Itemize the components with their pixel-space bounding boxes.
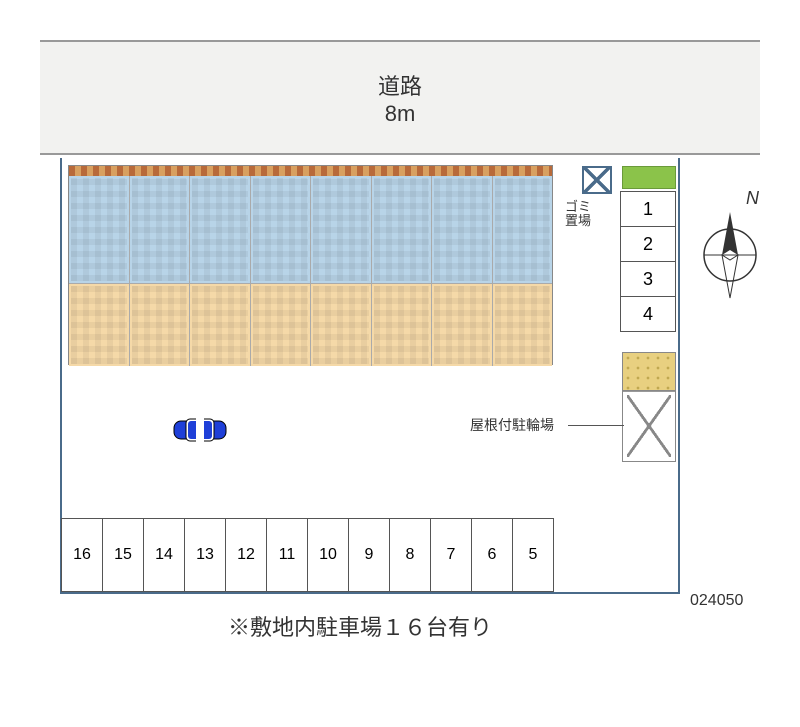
unit-lower xyxy=(251,284,311,366)
unit-lower xyxy=(130,284,190,366)
bike-area xyxy=(623,391,675,461)
parking-slot: 11 xyxy=(266,518,308,592)
vertical-parking: 1234 xyxy=(620,192,676,332)
parking-slot: 9 xyxy=(348,518,390,592)
bike-leader-line xyxy=(568,425,624,426)
unit-upper xyxy=(69,176,129,284)
bike-roof xyxy=(623,353,675,391)
unit-lower xyxy=(69,284,129,366)
unit-lower xyxy=(190,284,250,366)
parking-slot: 8 xyxy=(389,518,431,592)
unit-upper xyxy=(432,176,492,284)
garbage-label: ゴミ 置場 xyxy=(558,200,598,229)
parking-slot: 12 xyxy=(225,518,267,592)
unit-upper xyxy=(190,176,250,284)
unit-upper xyxy=(493,176,553,284)
parking-slot: 16 xyxy=(61,518,103,592)
apartment-building xyxy=(68,165,553,365)
horizontal-parking: 5678910111213141516 xyxy=(62,518,554,592)
unit-upper xyxy=(372,176,432,284)
road-strip: 道路 8m xyxy=(40,40,760,155)
parking-slot: 2 xyxy=(620,226,676,262)
unit-lower xyxy=(493,284,553,366)
parking-slot: 1 xyxy=(620,191,676,227)
apartment-unit xyxy=(311,176,372,366)
bike-parking-label: 屋根付駐輪場 xyxy=(470,415,554,435)
compass-icon xyxy=(690,200,770,300)
apartment-unit xyxy=(493,176,553,366)
parking-slot: 6 xyxy=(471,518,513,592)
apartment-unit xyxy=(69,176,130,366)
apartment-unit xyxy=(432,176,493,366)
parking-slot: 4 xyxy=(620,296,676,332)
unit-lower xyxy=(311,284,371,366)
parking-slot: 13 xyxy=(184,518,226,592)
parking-slot: 3 xyxy=(620,261,676,297)
garbage-area-icon xyxy=(582,166,612,194)
brick-trim xyxy=(69,166,552,176)
bike-parking-structure xyxy=(622,352,676,462)
parking-slot: 15 xyxy=(102,518,144,592)
unit-lower xyxy=(372,284,432,366)
parking-slot: 5 xyxy=(512,518,554,592)
car-icon xyxy=(170,415,230,445)
apartment-unit xyxy=(372,176,433,366)
apartment-unit xyxy=(130,176,191,366)
road-label: 道路 xyxy=(378,69,422,101)
apartment-unit xyxy=(190,176,251,366)
parking-note: ※敷地内駐車場１６台有り xyxy=(40,610,680,642)
unit-upper xyxy=(130,176,190,284)
apartment-unit xyxy=(251,176,312,366)
parking-slot: 14 xyxy=(143,518,185,592)
drawing-code: 024050 xyxy=(690,592,743,610)
unit-upper xyxy=(251,176,311,284)
compass-north-label: N xyxy=(746,188,759,209)
parking-slot: 10 xyxy=(307,518,349,592)
unit-lower xyxy=(432,284,492,366)
unit-upper xyxy=(311,176,371,284)
green-area xyxy=(622,166,676,189)
road-width: 8m xyxy=(385,101,416,127)
parking-slot: 7 xyxy=(430,518,472,592)
